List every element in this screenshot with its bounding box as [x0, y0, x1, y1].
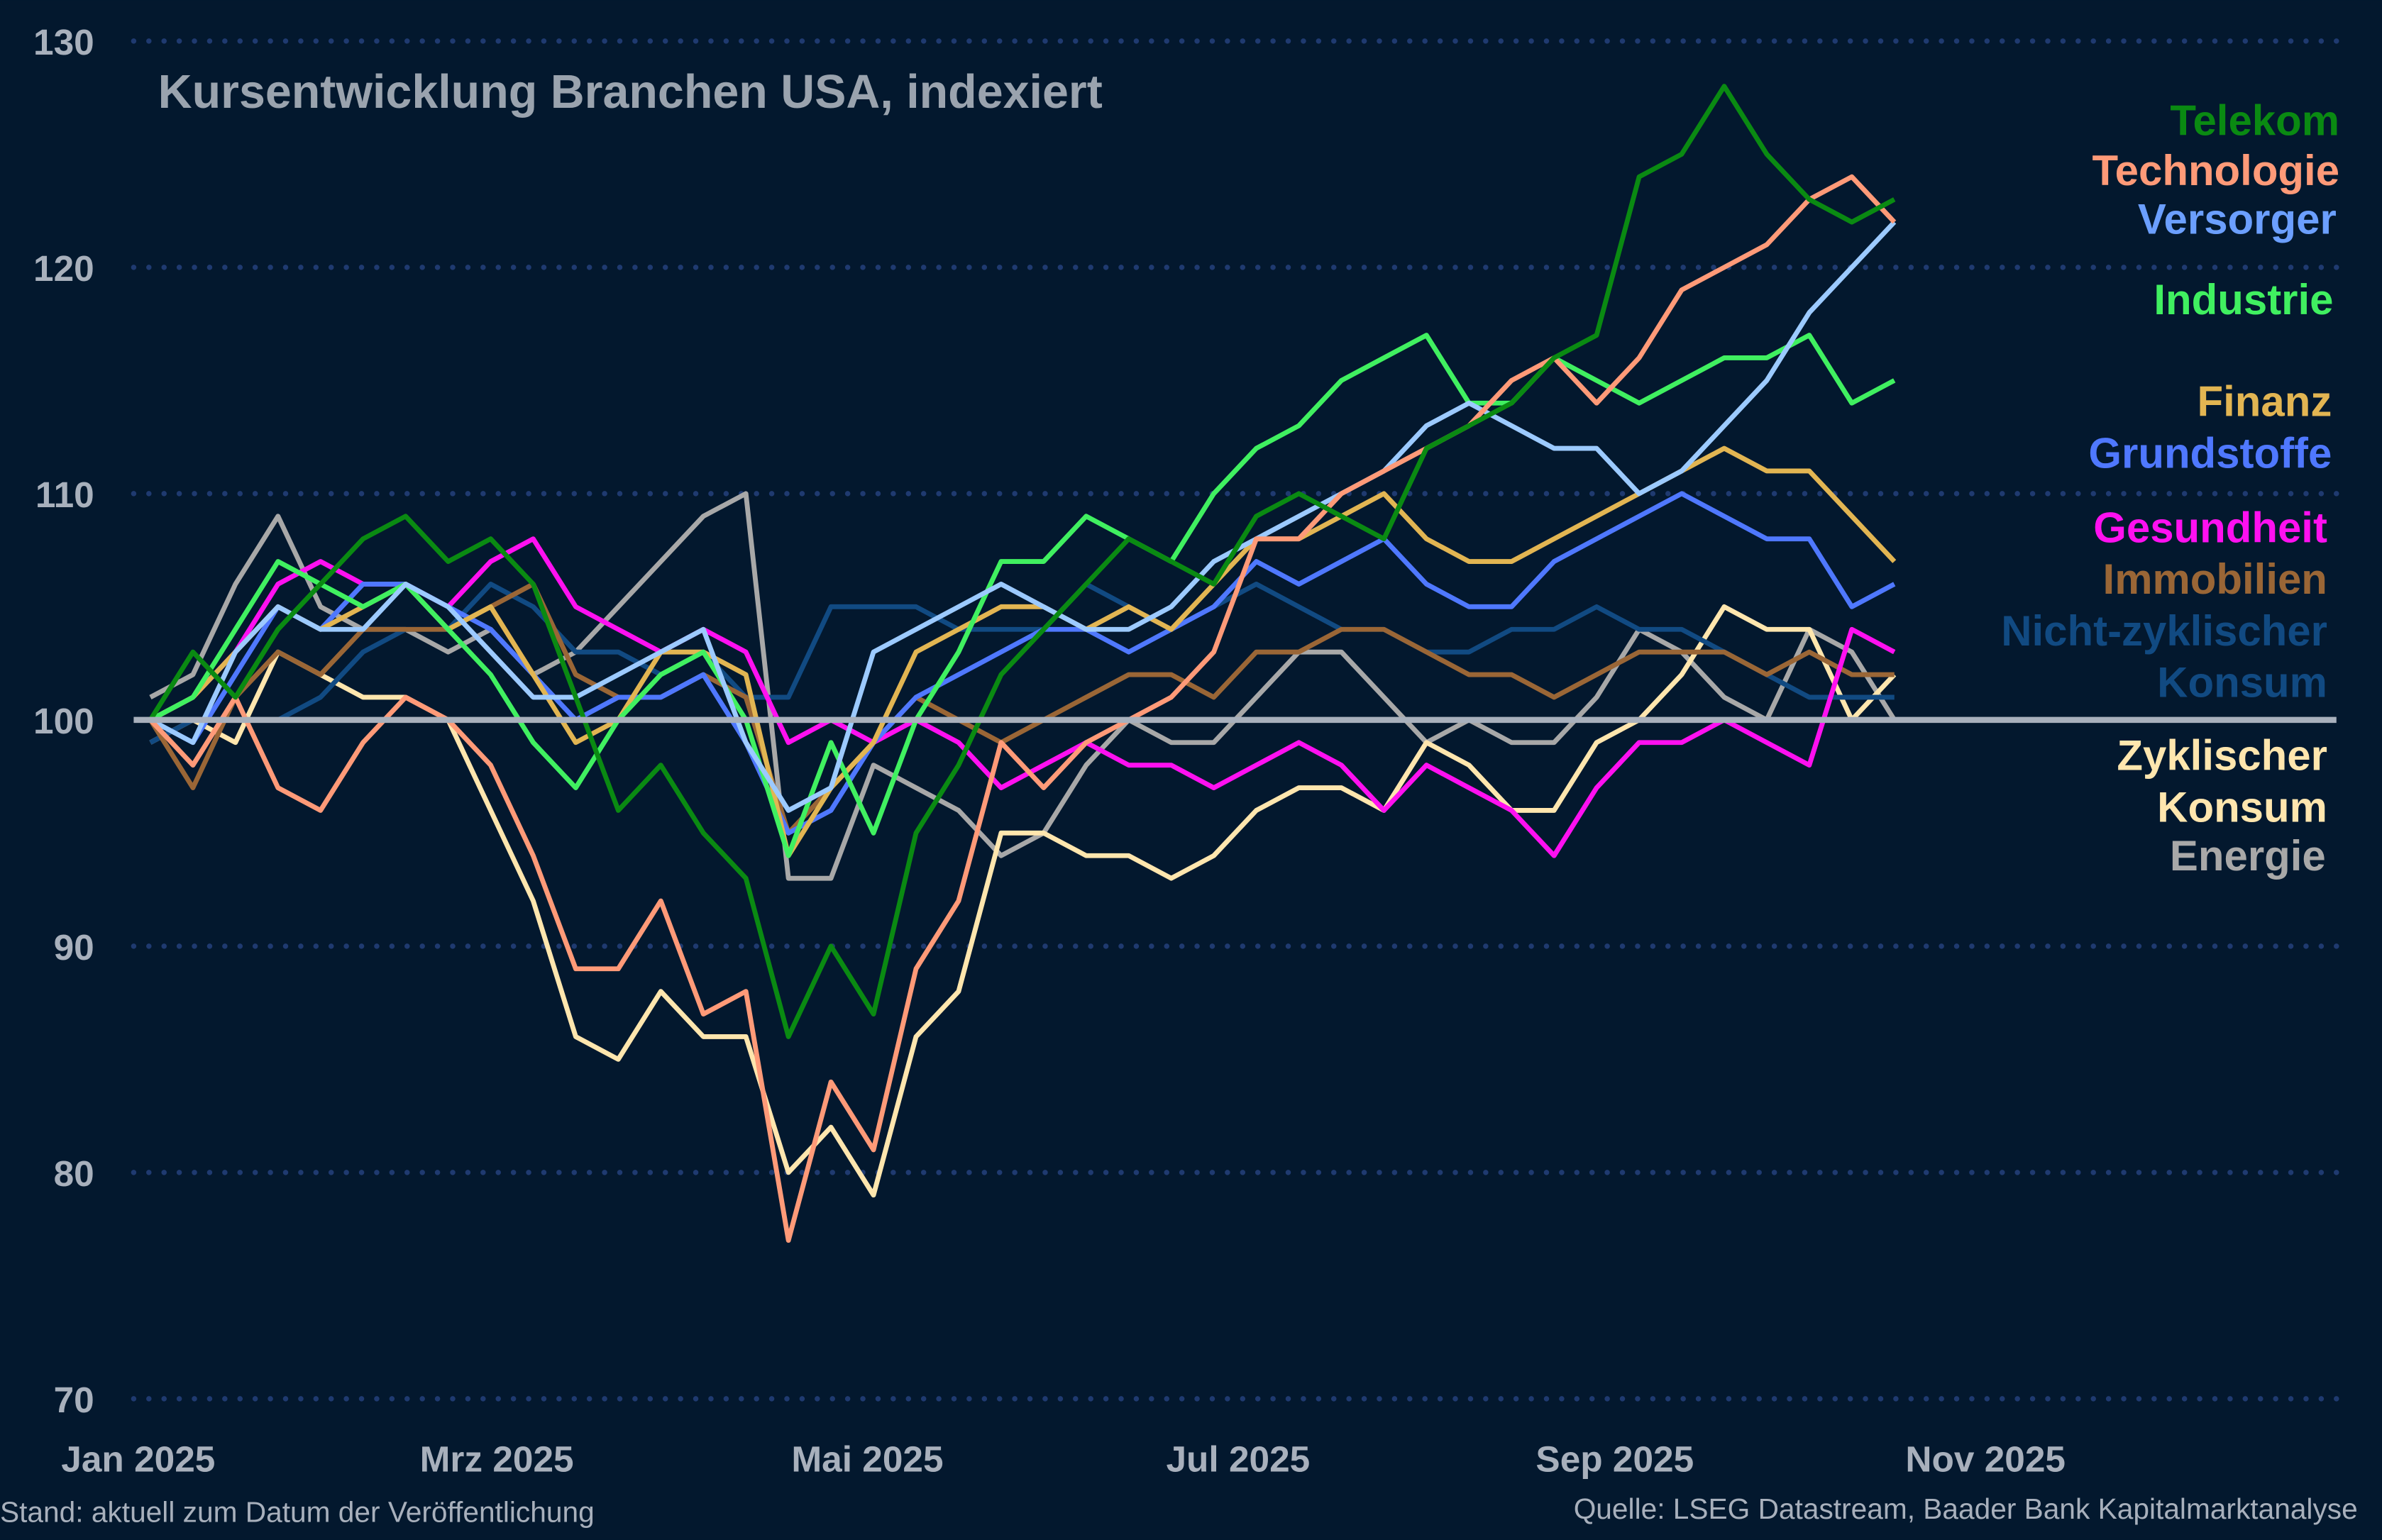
legend-label-grundstoffe: Grundstoffe: [2088, 429, 2332, 477]
series-lines: [148, 84, 1897, 1243]
legend-label-energie: Energie: [2170, 832, 2326, 880]
x-tick-label: Jan 2025: [61, 1439, 215, 1480]
y-tick-label: 100: [33, 700, 94, 741]
x-tick-label: Sep 2025: [1535, 1439, 1694, 1480]
legend-label-zyklischer-konsum: Zyklischer: [2117, 732, 2327, 780]
legend-label-finanz: Finanz: [2198, 378, 2332, 426]
x-tick-label: Mrz 2025: [420, 1439, 574, 1480]
y-tick-label: 70: [54, 1379, 94, 1420]
y-tick-label: 80: [54, 1153, 94, 1194]
legend-label-nicht-zyklischer-konsum: Nicht-zyklischer: [2001, 607, 2327, 655]
footer-stand: Stand: aktuell zum Datum der Veröffentli…: [0, 1495, 595, 1528]
y-tick-label: 110: [35, 474, 94, 515]
legend-label-immobilien: Immobilien: [2103, 555, 2327, 603]
grid: [131, 38, 2342, 1402]
y-axis: 70 80 90 100 110 120 130: [33, 21, 94, 1420]
y-tick-label: 120: [33, 248, 94, 289]
y-tick-label: 130: [33, 21, 94, 62]
legend-label-nicht-zyklischer-konsum: Konsum: [2157, 659, 2327, 707]
x-tick-label: Jul 2025: [1166, 1439, 1310, 1480]
chart-title: Kursentwicklung Branchen USA, indexiert: [158, 66, 1103, 118]
legend-label-industrie: Industrie: [2154, 276, 2333, 323]
x-axis: Jan 2025 Mrz 2025 Mai 2025 Jul 2025 Sep 2025…: [61, 1439, 2066, 1480]
y-tick-label: 90: [54, 926, 94, 968]
series-line-energie: [149, 491, 1897, 881]
legend-label-gesundheit: Gesundheit: [2093, 504, 2327, 551]
x-tick-label: Nov 2025: [1905, 1439, 2066, 1480]
legend-label-telekom: Telekom: [2170, 97, 2339, 145]
series-line-technologie: [148, 174, 1897, 1243]
legend-label-versorger: Versorger: [2138, 196, 2337, 243]
series-line-industrie: [149, 333, 1896, 858]
series-line-telekom: [148, 84, 1896, 1039]
legend-label-technologie: Technologie: [2092, 147, 2340, 194]
legend-label-zyklischer-konsum: Konsum: [2157, 783, 2327, 831]
footer-source: Quelle: LSEG Datastream, Baader Bank Kap…: [1574, 1492, 2358, 1525]
series-line-immobilien: [148, 582, 1895, 836]
x-tick-label: Mai 2025: [791, 1439, 943, 1480]
series-line-versorger: [149, 220, 1897, 813]
